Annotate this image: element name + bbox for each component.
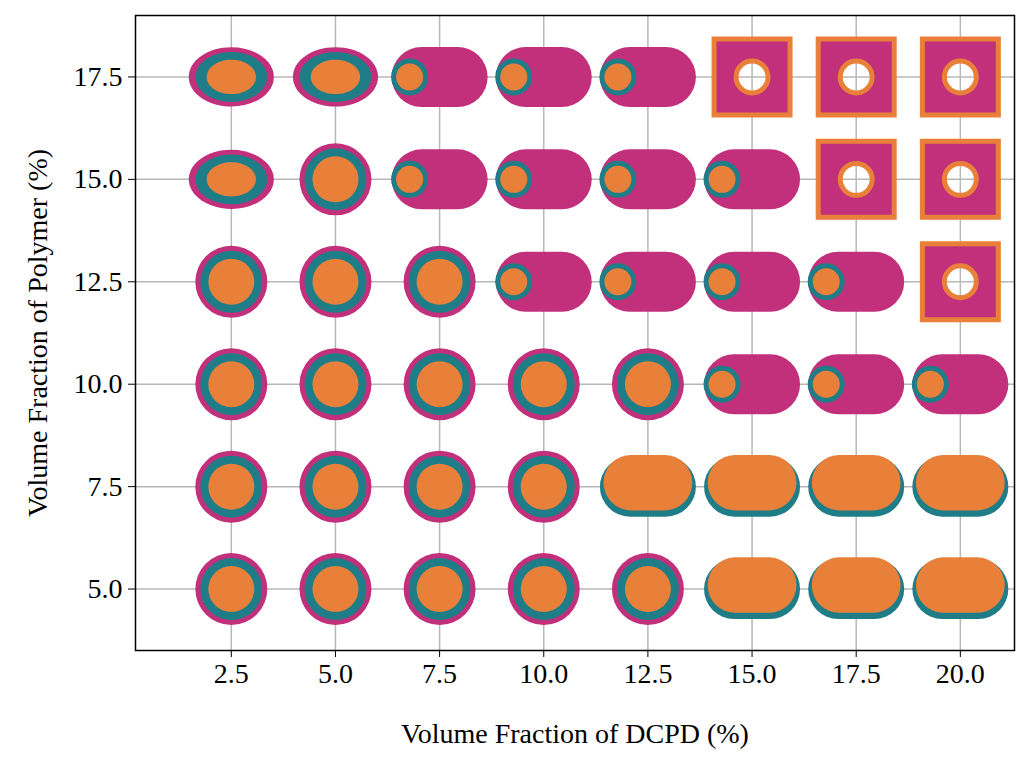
svg-text:15.0: 15.0 [74,163,123,194]
svg-text:12.5: 12.5 [623,658,672,689]
svg-text:10.0: 10.0 [519,658,568,689]
svg-text:17.5: 17.5 [74,61,123,92]
svg-text:10.0: 10.0 [74,368,123,399]
svg-text:Volume Fraction of DCPD (%): Volume Fraction of DCPD (%) [401,718,749,749]
svg-text:20.0: 20.0 [936,658,985,689]
svg-text:Volume Fraction of Polymer (%): Volume Fraction of Polymer (%) [22,149,53,517]
svg-text:5.0: 5.0 [318,658,353,689]
svg-text:12.5: 12.5 [74,266,123,297]
svg-text:7.5: 7.5 [422,658,457,689]
svg-text:17.5: 17.5 [832,658,881,689]
svg-text:15.0: 15.0 [728,658,777,689]
svg-text:5.0: 5.0 [88,573,123,604]
svg-text:7.5: 7.5 [88,471,123,502]
svg-text:2.5: 2.5 [214,658,249,689]
